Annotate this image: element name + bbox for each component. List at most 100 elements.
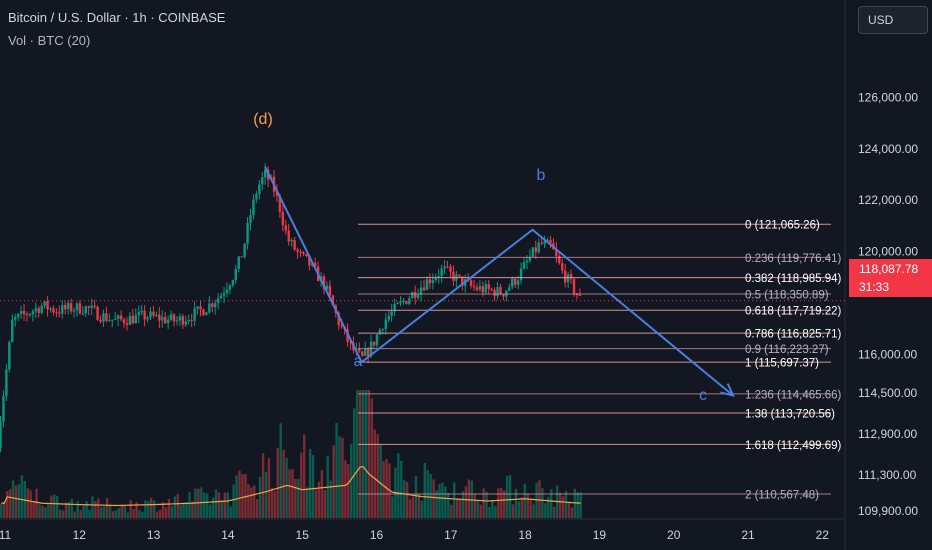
candle-body [387,315,390,320]
candle-body [75,303,79,311]
candle-body [284,225,287,231]
candle-body [569,274,573,280]
volume-bar [11,480,15,518]
volume-bar [288,469,291,518]
candle-body [222,293,226,296]
chart-title: Bitcoin / U.S. Dollar · 1h · COINBASE [8,10,226,25]
wave-label-b: b [537,167,546,184]
candle-body [393,303,396,312]
volume-bar [455,498,459,518]
candle-body [34,308,38,312]
candle-body [49,308,52,310]
candles [0,163,582,453]
volume-bar [182,502,185,518]
volume-bar [420,500,424,518]
candle-body [419,287,423,295]
volume-bar [529,499,532,518]
volume-bar [76,501,79,518]
candle-body [87,306,90,308]
candle-body [563,270,567,283]
volume-bar [473,493,476,518]
volume-bar [103,506,106,518]
volume-bar [203,492,206,518]
volume-bar [341,437,344,518]
time-axis-label: 11 [0,528,12,542]
candle-body [31,311,35,315]
volume-bar [155,511,159,518]
volume-bar [535,482,538,518]
volume-bar [491,500,494,518]
volume-bar [73,511,77,518]
volume-bar [291,469,294,518]
candle-body [469,280,473,286]
volume-bar [85,501,88,518]
volume-bar [497,488,500,518]
volume-bar [17,484,21,518]
volume-bar [576,492,579,518]
volume-bar [532,504,535,518]
candle-body [164,316,167,324]
volume-bar [264,471,268,518]
volume-bar [579,492,582,518]
volume-bar [229,506,232,518]
candle-body [246,222,249,244]
volume-bar [261,453,265,518]
price-axis-label: 126,000.00 [858,90,918,104]
volume-bar [226,492,229,518]
price-axis-label: 111,300.00 [858,468,917,482]
volume-bar [250,487,253,518]
volume-bar [511,504,515,518]
volume-bar [476,500,479,518]
candle-body [116,315,120,319]
candle-body [402,300,405,302]
candle-body [366,348,370,356]
candle-body [66,303,70,310]
volume-bar [129,500,132,518]
price-axis-label: 122,000.00 [858,193,918,207]
candle-body [328,285,332,296]
candle-body [193,308,196,321]
volume-bar [117,508,121,518]
volume-bar [570,507,574,518]
candle-body [199,306,202,310]
volume-bar [300,452,303,518]
volume-bar [558,492,562,518]
volume-bar [432,479,435,518]
candle-body [137,312,140,316]
candle-body [37,308,40,314]
fib-level-label: 0.9 (116,223.27) [745,344,829,356]
volume-bar [94,500,97,518]
candle-body [496,286,499,297]
candle-body [131,315,135,324]
volume-bar [364,390,368,518]
candle-body [449,266,452,272]
volume-bar [5,491,9,518]
candle-body [211,303,214,308]
candle-body [399,301,402,303]
candle-body [558,255,561,264]
volume-bar [332,445,335,518]
candle-body [99,320,102,322]
volume-bar [517,501,521,518]
candle-body [2,396,5,422]
volume-bar [500,488,503,518]
bar-countdown: 31:33 [859,280,890,294]
candle-body [446,266,449,268]
volume-bar [50,495,53,518]
volume-bar [67,501,71,518]
volume-bar [453,482,456,518]
volume-bar [253,485,256,518]
volume-histogram [0,390,582,518]
volume-bar [347,464,350,518]
currency-button[interactable]: USD [858,6,928,34]
volume-bar [397,453,400,518]
candle-body [299,251,302,253]
volume-bar [170,506,174,518]
volume-bar [100,507,103,518]
volume-bar [376,434,379,518]
volume-indicator-label[interactable]: Vol · BTC (20) [8,33,91,48]
candle-body [90,305,93,308]
candle-body [108,320,111,322]
candle-body [302,251,305,254]
